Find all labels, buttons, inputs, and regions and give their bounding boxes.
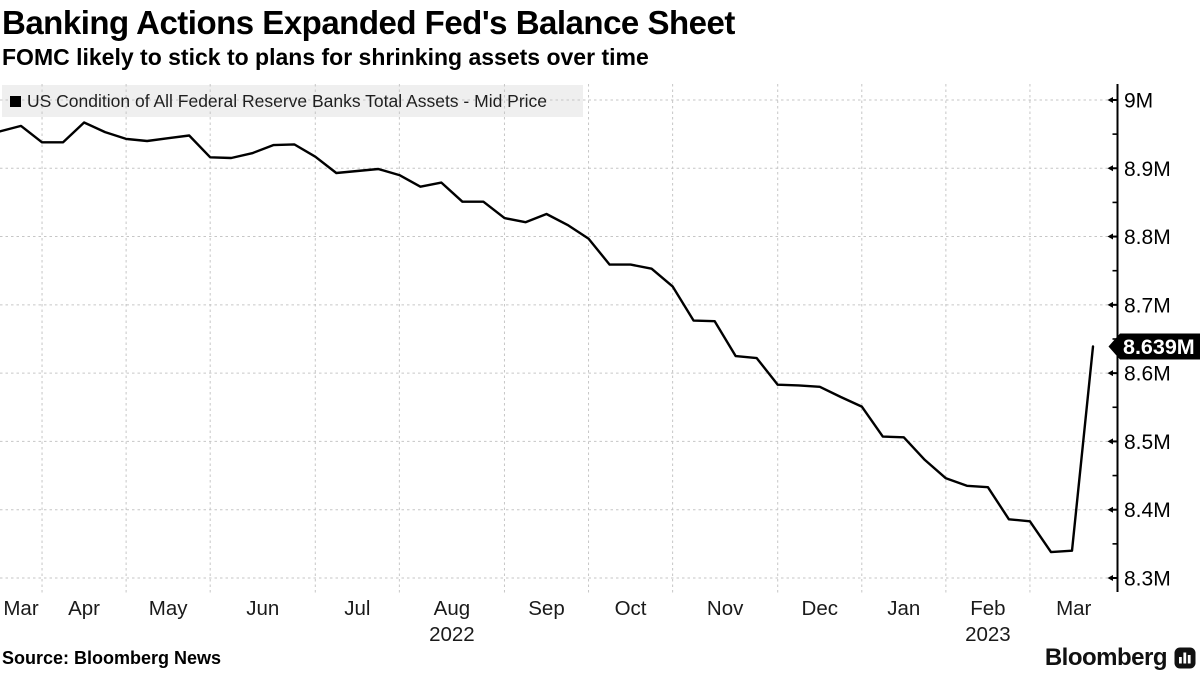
- page-title: Banking Actions Expanded Fed's Balance S…: [2, 4, 735, 41]
- x-month-label: Aug: [434, 597, 470, 620]
- y-major-tick-arrow: [1107, 96, 1113, 103]
- x-month-label: Apr: [68, 597, 100, 620]
- x-year-label: 2023: [965, 623, 1011, 646]
- bloomberg-logo-text: Bloomberg: [1044, 644, 1168, 671]
- y-major-tick-arrow: [1107, 301, 1113, 308]
- y-major-tick-arrow: [1107, 165, 1113, 172]
- y-major-tick-arrow: [1107, 438, 1113, 445]
- x-month-label: Nov: [707, 597, 744, 620]
- last-value-label: 8.639M: [1123, 335, 1195, 359]
- legend-band: [2, 85, 583, 117]
- y-tick-label: 8.6M: [1124, 363, 1171, 386]
- x-month-label: Mar: [1056, 597, 1091, 620]
- y-major-tick-arrow: [1107, 575, 1113, 582]
- y-tick-label: 8.3M: [1124, 568, 1171, 591]
- page-subtitle: FOMC likely to stick to plans for shrink…: [2, 44, 649, 70]
- x-month-label: Oct: [615, 597, 647, 620]
- y-tick-label: 8.9M: [1124, 158, 1171, 181]
- y-major-tick-arrow: [1107, 506, 1113, 513]
- y-tick-label: 8.8M: [1124, 226, 1171, 249]
- legend-square-icon: [10, 95, 21, 107]
- x-month-label: Sep: [528, 597, 564, 620]
- x-month-label: Jul: [344, 597, 370, 620]
- y-major-tick-arrow: [1107, 370, 1113, 377]
- x-year-label: 2022: [429, 623, 475, 646]
- bloomberg-logo: Bloomberg: [1045, 644, 1196, 672]
- legend-label: US Condition of All Federal Reserve Bank…: [27, 90, 548, 111]
- x-month-label: Jan: [887, 597, 920, 620]
- last-value-tag: [1108, 333, 1200, 360]
- x-month-label: May: [149, 597, 188, 620]
- y-major-tick-arrow: [1107, 233, 1113, 240]
- source-note: Source: Bloomberg News: [2, 648, 222, 668]
- x-month-label: Jun: [246, 597, 279, 620]
- y-tick-label: 8.5M: [1124, 431, 1171, 454]
- y-tick-label: 8.4M: [1124, 499, 1171, 522]
- bloomberg-chart-icon: [1174, 647, 1196, 669]
- x-month-label: Feb: [970, 597, 1005, 620]
- x-month-label: Dec: [802, 597, 838, 620]
- y-tick-label: 8.7M: [1124, 294, 1171, 317]
- data-series-line: [0, 121, 1095, 554]
- chart-legend: US Condition of All Federal Reserve Bank…: [10, 86, 547, 116]
- x-month-label: Mar: [3, 597, 38, 620]
- y-tick-label: 9M: [1124, 89, 1153, 112]
